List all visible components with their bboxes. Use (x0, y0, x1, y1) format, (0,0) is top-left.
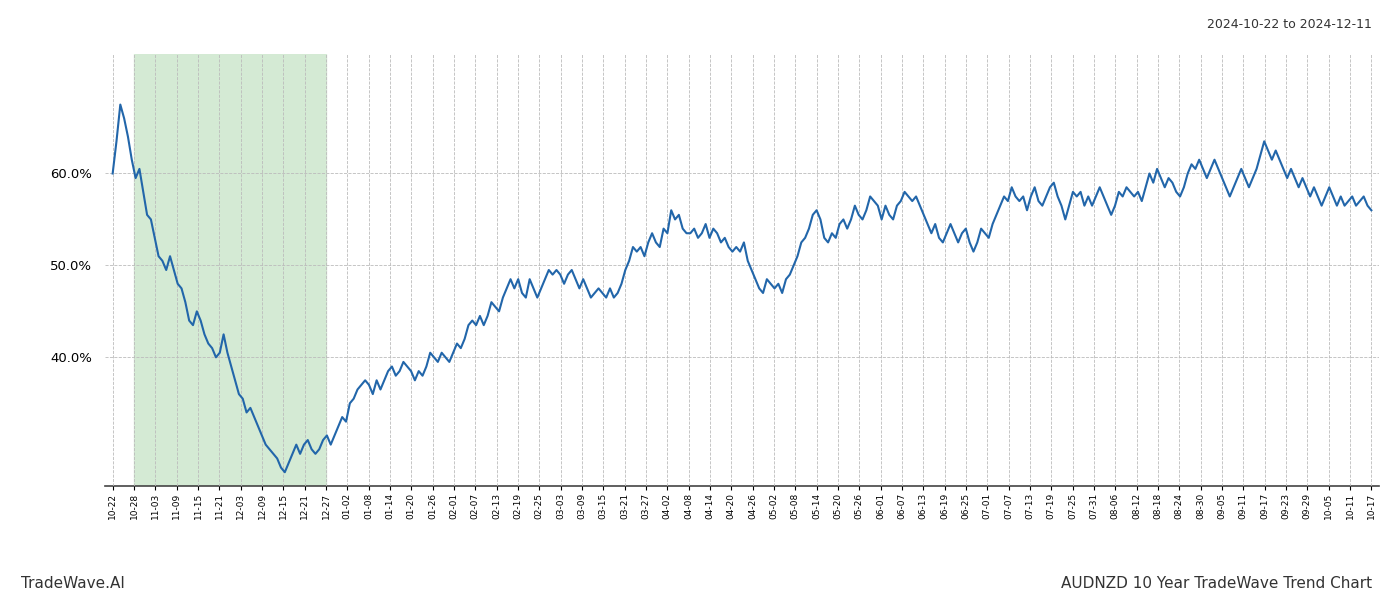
Text: 2024-10-22 to 2024-12-11: 2024-10-22 to 2024-12-11 (1207, 18, 1372, 31)
Bar (134, 54, 326, 486)
Text: TradeWave.AI: TradeWave.AI (21, 576, 125, 591)
Text: AUDNZD 10 Year TradeWave Trend Chart: AUDNZD 10 Year TradeWave Trend Chart (1061, 576, 1372, 591)
